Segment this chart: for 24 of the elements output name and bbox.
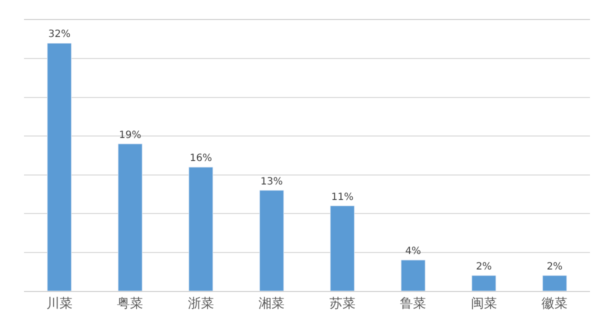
x-tick-label: 鲁菜 bbox=[400, 296, 426, 312]
bar bbox=[330, 206, 355, 291]
x-tick-label: 浙菜 bbox=[188, 296, 214, 312]
x-tick-label: 粤菜 bbox=[117, 296, 144, 312]
data-label: 11% bbox=[331, 192, 354, 203]
data-label: 4% bbox=[405, 246, 422, 258]
x-tick-label: 苏菜 bbox=[329, 296, 356, 312]
bar bbox=[188, 166, 214, 291]
bar bbox=[472, 275, 496, 291]
bar bbox=[400, 260, 426, 291]
data-label: 16% bbox=[190, 153, 212, 164]
x-tick-label: 闽菜 bbox=[470, 296, 497, 312]
bar bbox=[259, 190, 284, 291]
data-label: 2% bbox=[476, 262, 492, 273]
data-label: 19% bbox=[119, 130, 142, 141]
bar bbox=[47, 42, 72, 291]
data-label: 32% bbox=[48, 29, 70, 40]
x-tick-label: 湘菜 bbox=[258, 296, 285, 312]
data-label: 2% bbox=[546, 262, 563, 273]
data-label: 13% bbox=[260, 176, 283, 188]
x-tick-label: 徽菜 bbox=[542, 296, 568, 312]
x-tick-label: 川菜 bbox=[46, 296, 72, 312]
bar bbox=[542, 275, 567, 291]
bar bbox=[118, 144, 142, 291]
